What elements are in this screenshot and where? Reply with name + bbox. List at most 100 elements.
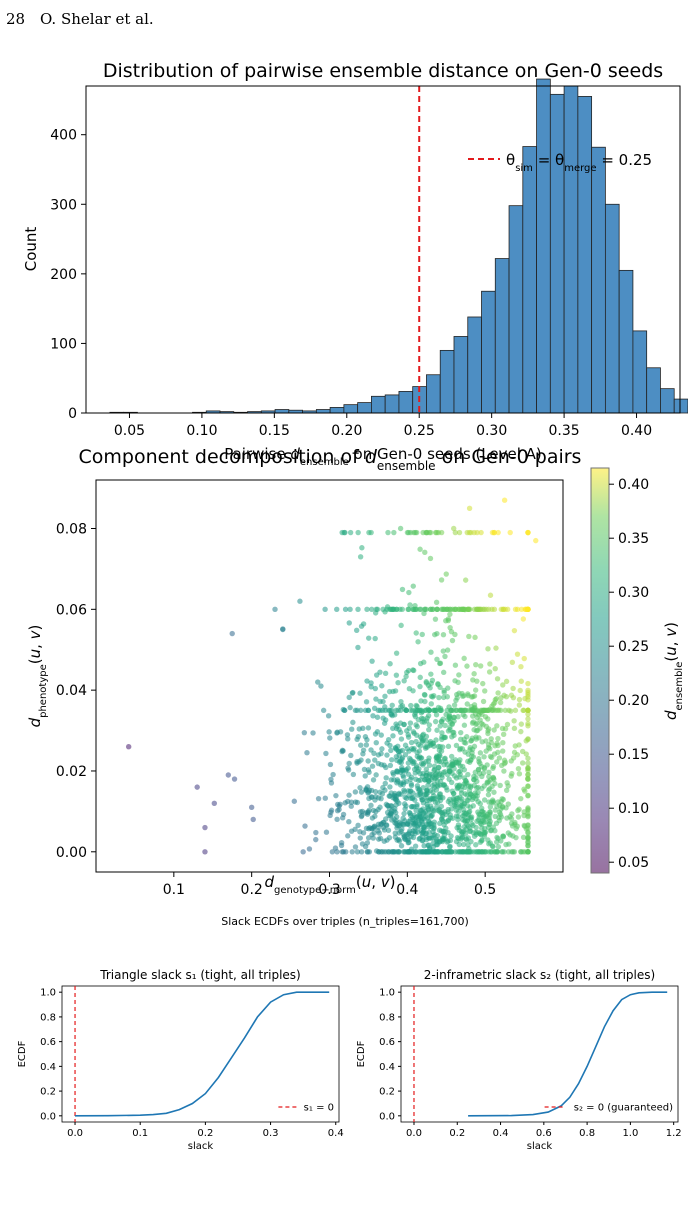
scatter-point — [484, 780, 490, 786]
scatter-point — [447, 611, 453, 617]
scatter-point — [500, 739, 506, 746]
scatter-point — [461, 810, 467, 816]
scatter-point — [389, 702, 395, 708]
ecdf-xlabel: slack — [527, 1141, 553, 1152]
scatter-point — [447, 606, 454, 613]
scatter-point — [194, 784, 200, 790]
scatter-point — [518, 606, 525, 613]
ecdf-curve — [74, 991, 330, 1117]
scatter-point — [385, 849, 392, 855]
scatter-point — [379, 683, 385, 689]
scatter-point — [404, 728, 410, 734]
scatter-point — [392, 830, 398, 836]
hist-bar — [660, 388, 675, 414]
scatter-point — [401, 787, 407, 793]
scatter-point — [491, 606, 498, 613]
scatter-point — [406, 589, 412, 596]
scatter-point — [518, 849, 524, 855]
scatter-point — [518, 795, 524, 802]
scatter-point — [516, 696, 523, 703]
scatter-point — [508, 773, 514, 779]
scatter-point — [407, 602, 413, 608]
scatter-point — [469, 821, 475, 827]
hist-bar — [549, 93, 565, 414]
scatter-point — [410, 583, 416, 589]
scatter-point — [471, 773, 477, 780]
scatter-point — [525, 765, 531, 772]
scatter-point — [357, 554, 364, 560]
scatter-point — [369, 658, 375, 664]
scatter-point — [342, 606, 349, 613]
scatter-point — [354, 849, 361, 855]
scatter-point — [525, 680, 531, 687]
scatter-point — [481, 754, 487, 760]
scatter-point — [525, 843, 531, 849]
scatter-point — [444, 647, 451, 653]
scatter-point — [434, 727, 440, 733]
scatter-point — [428, 701, 435, 707]
scatter-point — [525, 736, 531, 743]
scatter-point — [497, 811, 504, 818]
scatter-point — [417, 674, 423, 681]
ecdf-xtick-label: 0.4 — [493, 1128, 509, 1139]
scatter-point — [366, 795, 372, 802]
scatter-point — [443, 571, 449, 577]
scatter-point — [474, 529, 480, 536]
scatter-point — [421, 659, 427, 665]
scatter-point — [341, 529, 347, 536]
scatter-point — [441, 781, 447, 788]
scatter-point — [394, 606, 400, 613]
scatter-point — [427, 846, 433, 853]
hist-legend: θsim = θmerge = 0.25 — [468, 151, 652, 174]
ecdf-ytick-label: 0.6 — [40, 1037, 56, 1048]
scatter-point — [355, 644, 361, 651]
scatter-point — [463, 826, 469, 832]
scatter-point — [315, 795, 322, 802]
scatter-point — [505, 783, 511, 789]
scatter-point — [350, 689, 356, 696]
ecdf-xtick-label: 0.6 — [536, 1128, 552, 1139]
scatter-point — [333, 792, 339, 799]
scatter-point — [435, 764, 442, 771]
scatter-point — [398, 622, 404, 629]
scatter-point — [485, 744, 492, 751]
scatter-point — [405, 734, 412, 740]
scatter-point — [447, 812, 453, 818]
scatter-point — [456, 672, 462, 678]
scatter-point — [473, 842, 479, 848]
scatter-ytick-label: 0.02 — [56, 764, 87, 780]
scatter-point — [434, 782, 441, 788]
scatter-point — [423, 606, 429, 613]
scatter-point — [471, 671, 477, 677]
scatter-point — [486, 773, 492, 780]
scatter-point — [437, 820, 443, 827]
scatter-point — [464, 849, 470, 855]
scatter-point — [509, 659, 516, 666]
hist-bar — [315, 409, 331, 414]
scatter-point — [400, 772, 406, 779]
scatter-point — [481, 809, 487, 816]
scatter-point — [456, 841, 462, 848]
scatter-point — [358, 813, 365, 820]
scatter-point — [346, 694, 352, 701]
hist-bar — [563, 85, 579, 414]
scatter-point — [352, 799, 359, 805]
ecdf-xtick-label: 0.0 — [406, 1128, 422, 1139]
ecdf-ytick-label: 0.0 — [379, 1111, 395, 1122]
scatter-point — [405, 771, 412, 777]
scatter-point — [330, 771, 336, 778]
scatter-point — [448, 707, 454, 714]
ecdf-xtick-label: 0.2 — [197, 1128, 213, 1139]
scatter-point — [373, 696, 379, 702]
scatter-point — [519, 760, 526, 766]
scatter-point — [211, 800, 218, 806]
scatter-point — [499, 796, 505, 802]
scatter-point — [455, 816, 461, 823]
scatter-point — [436, 747, 443, 753]
scatter-point — [431, 826, 437, 832]
scatter-point — [410, 667, 416, 673]
scatter-point — [445, 743, 452, 750]
scatter-point — [405, 667, 412, 674]
scatter-point — [460, 763, 466, 770]
scatter-point — [323, 750, 329, 757]
